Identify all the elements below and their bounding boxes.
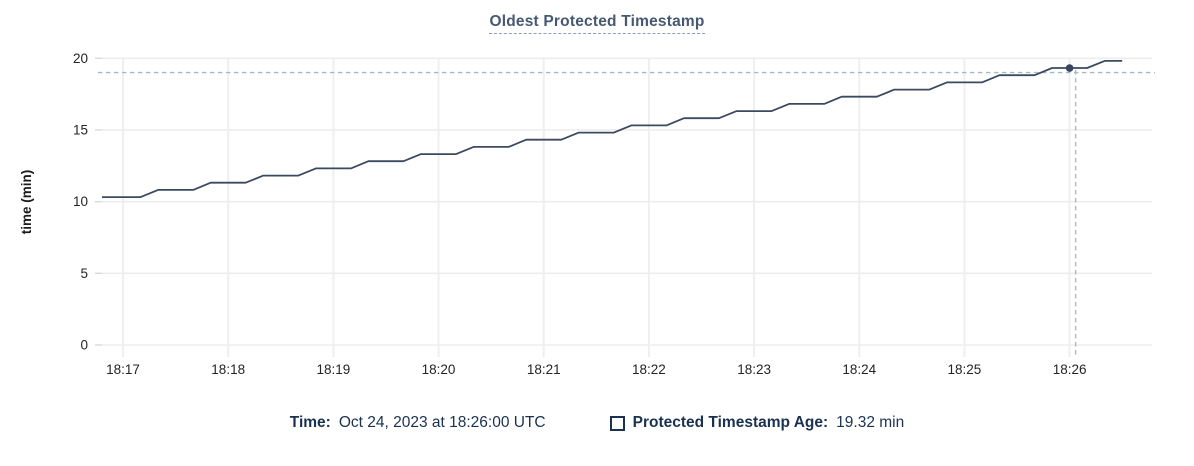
chart-legend: Time: Oct 24, 2023 at 18:26:00 UTC Prote… xyxy=(0,414,1194,432)
line-chart-canvas[interactable]: 0 5 10 15 20 18:17 18:18 18:19 18:20 18:21 18:22 18… xyxy=(0,44,1194,406)
y-axis-title: time (min) xyxy=(19,170,34,235)
legend-time-item: Time: Oct 24, 2023 at 18:26:00 UTC xyxy=(290,414,546,432)
series-swatch-icon[interactable] xyxy=(609,415,625,431)
x-tick-label: 18:23 xyxy=(737,362,771,377)
legend-series-label: Protected Timestamp Age: xyxy=(632,414,829,431)
x-tick-label: 18:19 xyxy=(316,362,350,377)
y-tick-label: 0 xyxy=(80,338,88,353)
legend-series-value: 19.32 min xyxy=(836,414,905,431)
x-tick-label: 18:21 xyxy=(527,362,561,377)
y-tick-label: 10 xyxy=(73,194,88,209)
chart-title-row: Oldest Protected Timestamp xyxy=(0,0,1194,44)
x-tick-label: 18:17 xyxy=(106,362,140,377)
hover-point-dot xyxy=(1065,64,1074,72)
x-tick-label: 18:20 xyxy=(422,362,456,377)
y-tick-label: 5 xyxy=(80,266,88,281)
x-tick-label: 18:22 xyxy=(632,362,666,377)
y-tick-label: 15 xyxy=(73,122,88,137)
legend-series-item: Protected Timestamp Age: 19.32 min xyxy=(609,414,905,432)
series-line xyxy=(102,59,1123,199)
y-tick-label: 20 xyxy=(73,51,88,66)
x-tick-label: 18:18 xyxy=(211,362,245,377)
x-tick-label: 18:25 xyxy=(948,362,982,377)
x-tick-label: 18:24 xyxy=(842,362,876,377)
legend-time-value: Oct 24, 2023 at 18:26:00 UTC xyxy=(338,414,546,431)
x-tick-label: 18:26 xyxy=(1053,362,1087,377)
legend-time-label: Time: xyxy=(289,414,331,431)
chart-title[interactable]: Oldest Protected Timestamp xyxy=(489,13,705,34)
